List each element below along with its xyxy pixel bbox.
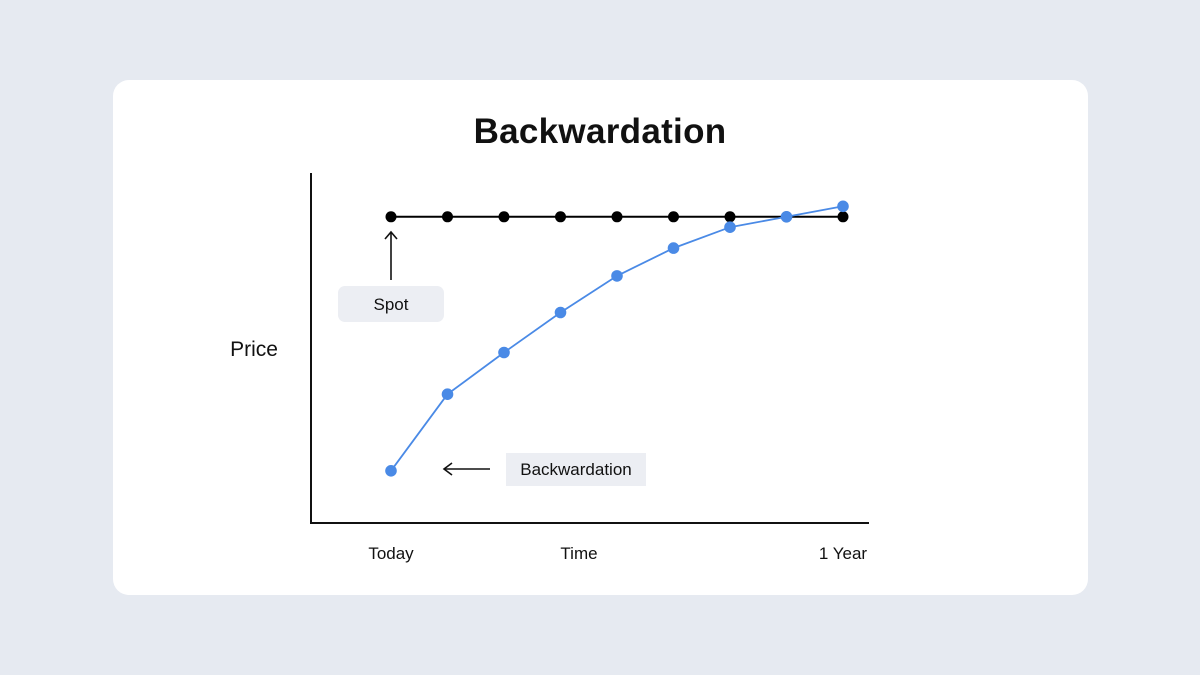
chart-title: Backwardation — [473, 112, 727, 151]
spot-point-0 — [385, 211, 397, 223]
backwardation-point-6 — [724, 221, 736, 233]
backwardation-series-line — [390, 205, 844, 472]
spot-point-6 — [724, 211, 736, 223]
backwardation-point-1 — [441, 388, 454, 401]
spot-arrow-head-icon — [384, 230, 398, 240]
backwardation-point-8 — [837, 200, 849, 213]
x-tick-label-end: 1 Year — [819, 544, 868, 563]
spot-point-4 — [611, 211, 623, 223]
backwardation-point-4 — [611, 270, 623, 282]
backwardation-point-2 — [498, 346, 510, 359]
backwardation-arrow-head-icon — [442, 462, 453, 476]
spot-label-box — [338, 286, 444, 322]
chart-card — [113, 80, 1088, 595]
backwardation-label: Backwardation — [520, 460, 632, 479]
backwardation-point-5 — [667, 242, 680, 254]
spot-label: Spot — [374, 295, 409, 314]
spot-point-3 — [555, 211, 566, 223]
backwardation-point-3 — [554, 306, 567, 319]
backwardation-annotation: Backwardation — [442, 453, 646, 486]
x-axis-label: Time — [560, 544, 597, 563]
spot-annotation: Spot — [338, 230, 444, 322]
backwardation-point-7 — [780, 211, 793, 223]
x-tick-label-start: Today — [368, 544, 414, 563]
spot-point-2 — [498, 211, 510, 223]
backwardation-label-box — [506, 453, 646, 486]
spot-point-1 — [442, 211, 453, 223]
spot-point-8 — [837, 211, 849, 223]
spot-point-5 — [668, 211, 679, 223]
backwardation-point-0 — [385, 465, 397, 477]
y-axis-label: Price — [230, 338, 278, 361]
